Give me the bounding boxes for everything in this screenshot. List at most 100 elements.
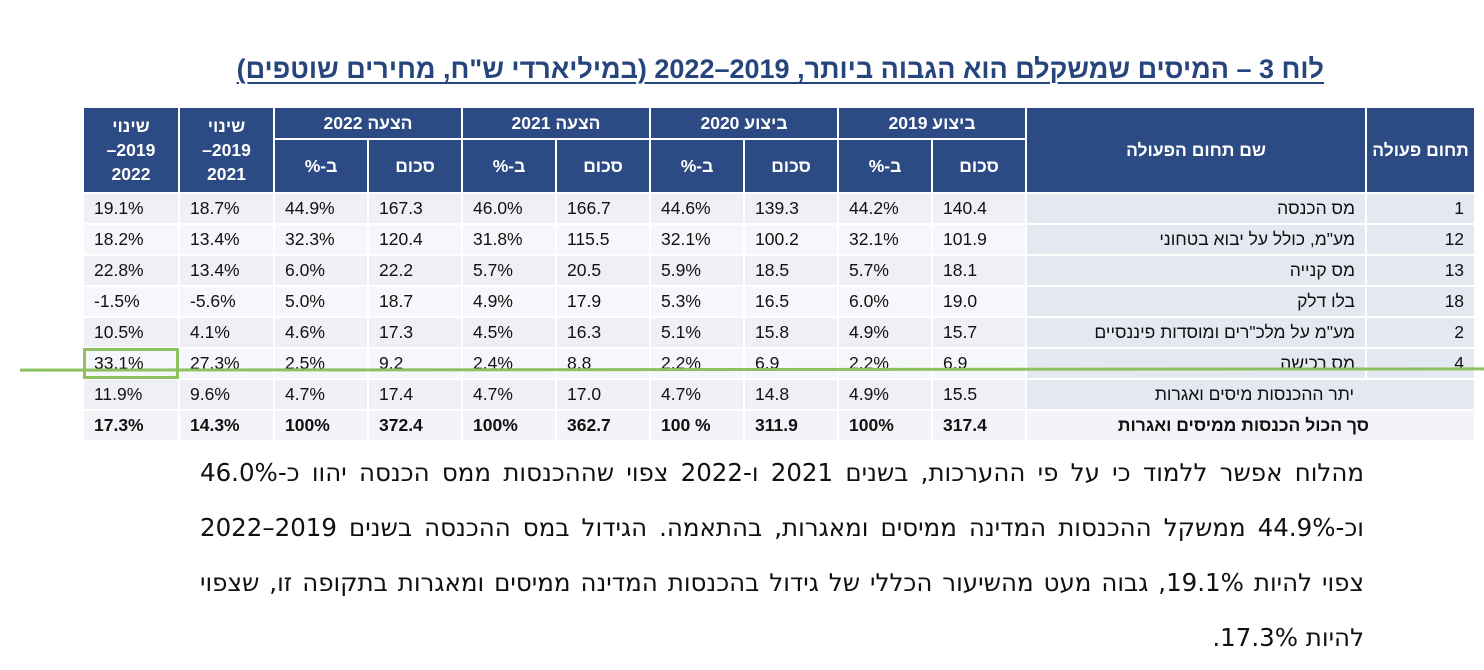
header-percent: ב-% xyxy=(461,138,557,194)
total-percent-2021: 100% xyxy=(461,409,557,442)
row-code: 2 xyxy=(1365,316,1477,349)
cell-percent-2021: 4.5% xyxy=(461,316,557,349)
cell-percent-2020: 2.2% xyxy=(648,347,746,380)
cell-percent-2022: 44.9% xyxy=(273,192,369,225)
header-change-2022: שינוי 2019– 2022 xyxy=(82,106,180,194)
cell-amount-2020: 14.8 xyxy=(743,378,840,411)
cell-percent-2022: 6.0% xyxy=(273,254,369,287)
total-amount-2019: 317.4 xyxy=(931,409,1028,442)
tax-table: תחום פעולה שם תחום הפעולה ביצוע 2019 ביצ… xyxy=(82,106,1477,442)
header-percent: ב-% xyxy=(648,138,746,194)
header-percent: ב-% xyxy=(273,138,369,194)
cell-percent-2022: 4.7% xyxy=(273,378,369,411)
header-2021: הצעה 2021 xyxy=(461,106,651,140)
row-name: מס רכישה xyxy=(1025,347,1368,380)
table-row: 18 בלו דלק 19.0 6.0% 16.5 5.3% 17.9 4.9%… xyxy=(82,285,1477,318)
cell-amount-2020: 16.5 xyxy=(743,285,840,318)
row-code: 13 xyxy=(1365,254,1477,287)
header-code: תחום פעולה xyxy=(1365,106,1477,194)
table-row: 4 מס רכישה 6.9 2.2% 6.9 2.2% 8.8 2.4% 9.… xyxy=(82,347,1477,380)
table-title: לוח 3 – המיסים שמשקלם הוא הגבוה ביותר, 2… xyxy=(236,54,1324,84)
row-code: 1 xyxy=(1365,192,1477,225)
total-row: סך הכול הכנסות ממיסים ואגרות 317.4 100% … xyxy=(82,409,1477,442)
table-row: 13 מס קנייה 18.1 5.7% 18.5 5.9% 20.5 5.7… xyxy=(82,254,1477,287)
row-name: בלו דלק xyxy=(1025,285,1368,318)
cell-change-2021: 27.3% xyxy=(178,347,275,380)
cell-percent-2022: 5.0% xyxy=(273,285,369,318)
cell-amount-2021: 8.8 xyxy=(555,347,651,380)
cell-amount-2022: 167.3 xyxy=(367,192,463,225)
table-row: 1 מס הכנסה 140.4 44.2% 139.3 44.6% 166.7… xyxy=(82,192,1477,225)
cell-amount-2021: 17.0 xyxy=(555,378,651,411)
highlighted-cell-change-2022: 33.1% xyxy=(82,347,180,380)
cell-percent-2020: 44.6% xyxy=(648,192,746,225)
row-name: מס קנייה xyxy=(1025,254,1368,287)
total-amount-2020: 311.9 xyxy=(743,409,840,442)
total-change-2022: 17.3% xyxy=(82,409,180,442)
cell-percent-2021: 4.9% xyxy=(461,285,557,318)
cell-change-2022: 10.5% xyxy=(82,316,180,349)
cell-percent-2019: 44.2% xyxy=(837,192,934,225)
cell-change-2022: 22.8% xyxy=(82,254,180,287)
row-code: 12 xyxy=(1365,223,1477,256)
cell-amount-2020: 100.2 xyxy=(743,223,840,256)
cell-amount-2019: 15.7 xyxy=(931,316,1028,349)
cell-percent-2022: 2.5% xyxy=(273,347,369,380)
header-2022: הצעה 2022 xyxy=(273,106,463,140)
cell-amount-2022: 9.2 xyxy=(367,347,463,380)
total-amount-2022: 372.4 xyxy=(367,409,463,442)
cell-percent-2020: 5.9% xyxy=(648,254,746,287)
cell-amount-2020: 15.8 xyxy=(743,316,840,349)
cell-amount-2019: 101.9 xyxy=(931,223,1028,256)
cell-percent-2021: 31.8% xyxy=(461,223,557,256)
cell-amount-2020: 18.5 xyxy=(743,254,840,287)
cell-change-2022: 18.2% xyxy=(82,223,180,256)
cell-percent-2020: 32.1% xyxy=(648,223,746,256)
cell-amount-2022: 17.4 xyxy=(367,378,463,411)
cell-amount-2022: 120.4 xyxy=(367,223,463,256)
header-amount: סכום xyxy=(931,138,1028,194)
cell-percent-2022: 4.6% xyxy=(273,316,369,349)
table-row: 12 מע"מ, כולל על יבוא בטחוני 101.9 32.1%… xyxy=(82,223,1477,256)
cell-percent-2021: 2.4% xyxy=(461,347,557,380)
cell-percent-2020: 5.1% xyxy=(648,316,746,349)
cell-percent-2020: 5.3% xyxy=(648,285,746,318)
cell-percent-2019: 5.7% xyxy=(837,254,934,287)
total-name: סך הכול הכנסות ממיסים ואגרות xyxy=(1025,409,1477,442)
cell-amount-2021: 17.9 xyxy=(555,285,651,318)
cell-percent-2019: 32.1% xyxy=(837,223,934,256)
cell-amount-2019: 140.4 xyxy=(931,192,1028,225)
row-name: מס הכנסה xyxy=(1025,192,1368,225)
cell-change-2021: 4.1% xyxy=(178,316,275,349)
header-2020: ביצוע 2020 xyxy=(648,106,840,140)
cell-change-2021: 13.4% xyxy=(178,223,275,256)
total-amount-2021: 362.7 xyxy=(555,409,651,442)
header-amount: סכום xyxy=(555,138,651,194)
cell-percent-2020: 4.7% xyxy=(648,378,746,411)
row-code: 18 xyxy=(1365,285,1477,318)
cell-amount-2019: 15.5 xyxy=(931,378,1028,411)
cell-percent-2019: 2.2% xyxy=(837,347,934,380)
row-name: יתר ההכנסות מיסים ואגרות xyxy=(1025,378,1477,411)
cell-percent-2021: 5.7% xyxy=(461,254,557,287)
cell-change-2021: 18.7% xyxy=(178,192,275,225)
header-percent: ב-% xyxy=(837,138,934,194)
cell-amount-2020: 6.9 xyxy=(743,347,840,380)
cell-change-2022: 19.1% xyxy=(82,192,180,225)
cell-percent-2021: 46.0% xyxy=(461,192,557,225)
total-percent-2019: 100% xyxy=(837,409,934,442)
row-name: מע"מ על מלכ"רים ומוסדות פיננסיים xyxy=(1025,316,1368,349)
body-paragraph: מהלוח אפשר ללמוד כי על פי ההערכות, בשנים… xyxy=(200,458,1364,652)
cell-change-2022: -1.5% xyxy=(82,285,180,318)
cell-percent-2019: 4.9% xyxy=(837,316,934,349)
row-code: 4 xyxy=(1365,347,1477,380)
total-percent-2022: 100% xyxy=(273,409,369,442)
cell-change-2022: 11.9% xyxy=(82,378,180,411)
cell-amount-2021: 115.5 xyxy=(555,223,651,256)
header-amount: סכום xyxy=(743,138,840,194)
cell-amount-2021: 16.3 xyxy=(555,316,651,349)
cell-percent-2019: 6.0% xyxy=(837,285,934,318)
cell-amount-2021: 20.5 xyxy=(555,254,651,287)
header-change-2021: שינוי 2019– 2021 xyxy=(178,106,275,194)
cell-amount-2019: 19.0 xyxy=(931,285,1028,318)
